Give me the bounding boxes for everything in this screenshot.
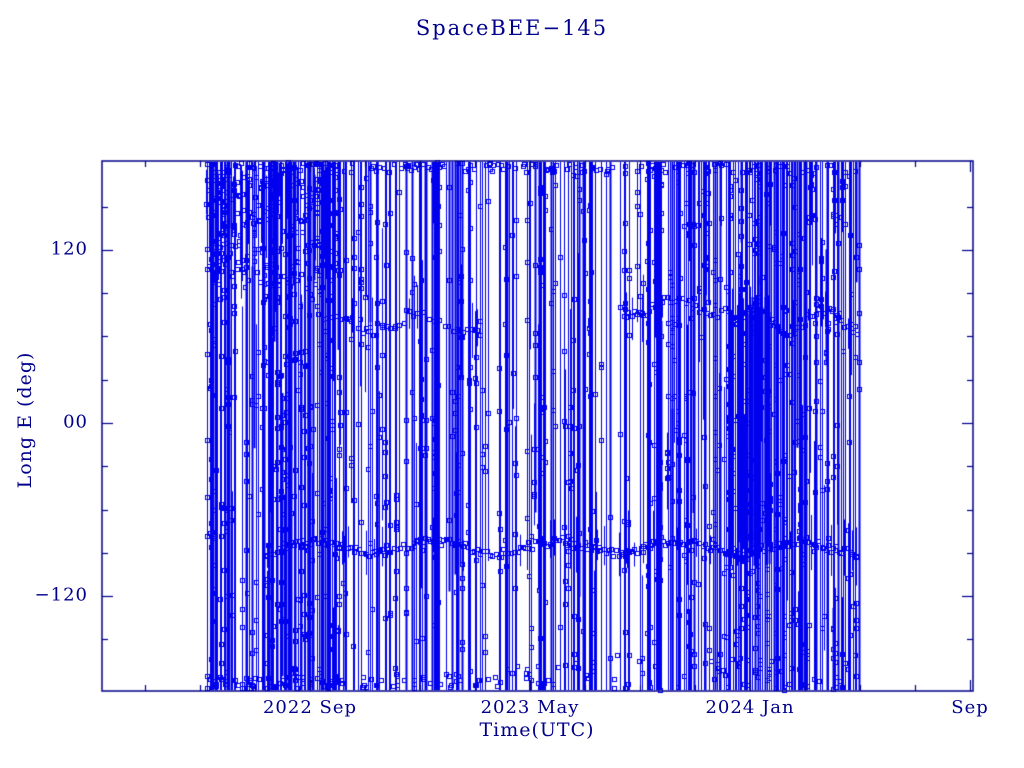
x-tick-label-sep: Sep [951, 697, 989, 718]
y-tick-label-00: 00 [63, 411, 88, 433]
x-tick-label-2022-sep: 2022 Sep [262, 697, 358, 718]
y-tick-label-neg120: −120 [34, 584, 88, 606]
x-axis-title: Time(UTC) [479, 719, 595, 741]
x-tick-label-2023-may: 2023 May [480, 697, 580, 718]
y-tick-label-120: 120 [50, 238, 88, 260]
x-tick-label-2024-jan: 2024 Jan [705, 697, 795, 718]
chart-title: SpaceBEE−145 [415, 16, 609, 40]
